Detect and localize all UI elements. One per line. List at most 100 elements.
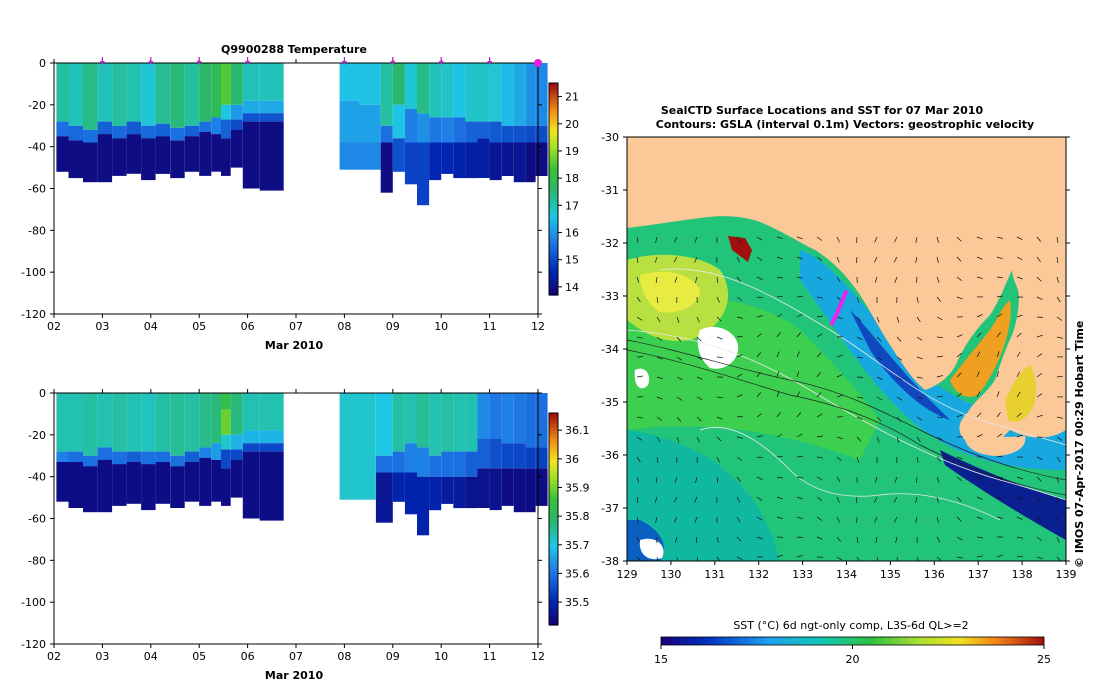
vector-arrow (936, 316, 943, 321)
sst-colorbar (660, 636, 1045, 646)
data-cell (211, 63, 221, 118)
data-cell (525, 142, 536, 183)
vector-arrow (736, 536, 742, 542)
sst-colorbar-ticks: 15 20 25 (654, 645, 1051, 666)
data-cell (441, 451, 454, 477)
colorbar-segment (549, 83, 558, 88)
colorbar-segment (549, 185, 558, 190)
vector-arrow (816, 296, 823, 299)
data-cell (170, 63, 185, 128)
data-cell (184, 136, 200, 172)
vector-arrow (776, 332, 781, 338)
data-cell (339, 142, 359, 170)
data-cell (242, 393, 260, 431)
vector-arrow (676, 416, 682, 422)
vector-arrow (1056, 496, 1059, 504)
vector-arrow (896, 416, 902, 422)
vector-arrow (976, 536, 983, 539)
vector-arrow (896, 336, 902, 342)
data-cell (141, 451, 156, 465)
map-y-tick-label: -38 (601, 555, 619, 568)
vector-arrow (636, 375, 643, 378)
colorbar-segment (549, 568, 558, 573)
data-cell (126, 134, 142, 174)
profile-marker-head (438, 61, 444, 65)
data-cell (141, 464, 156, 511)
vector-arrow (836, 536, 841, 542)
y-tick-label: -80 (28, 554, 46, 567)
vector-arrow (1036, 393, 1043, 398)
vector-arrow (655, 516, 658, 523)
colorbar-segment (549, 231, 558, 236)
vector-arrow (956, 334, 963, 338)
vector-arrow (936, 296, 942, 302)
data-cell (441, 117, 454, 143)
data-cell (68, 462, 83, 508)
data-cell (126, 451, 142, 463)
vector-arrow (776, 371, 780, 378)
x-tick-label: 05 (192, 320, 206, 333)
vector-arrow (1036, 296, 1043, 301)
vector-arrow (876, 336, 882, 342)
colorbar-segment (549, 487, 558, 492)
vector-arrow (996, 554, 1003, 558)
vector-arrow (716, 296, 720, 303)
vector-arrow (956, 236, 962, 242)
data-cell (68, 125, 83, 141)
vector-arrow (736, 236, 741, 243)
colorbar-segment (549, 128, 558, 134)
data-cell (97, 121, 113, 135)
vector-arrow (893, 256, 898, 263)
colorbar-segment (549, 557, 558, 562)
vector-arrow (996, 276, 1003, 279)
map-y-tick-label: -30 (601, 131, 619, 144)
vector-arrow (893, 236, 898, 243)
vector-arrow (1056, 296, 1061, 303)
vector-arrow (716, 336, 723, 340)
colorbar-segment (549, 125, 558, 130)
map-x-tick-label: 137 (968, 568, 989, 581)
x-tick-label: 09 (386, 650, 400, 663)
vector-arrow (656, 376, 663, 380)
vector-arrow (855, 256, 858, 264)
vector-arrow (756, 456, 763, 459)
data-cell (358, 393, 376, 500)
vector-arrow (816, 352, 822, 358)
profile-marker-head (148, 61, 154, 65)
vector-arrow (676, 316, 680, 323)
salinity-data-cells (56, 393, 548, 536)
colorbar-segment (549, 234, 558, 240)
cold-sst-core (850, 310, 950, 420)
colorbar-tick-label: 15 (565, 254, 579, 267)
salinity-x-label: Mar 2010 (265, 669, 324, 682)
vector-arrow (756, 352, 762, 358)
colorbar-segment (549, 242, 558, 247)
data-cell (453, 63, 466, 118)
colorbar-segment (549, 270, 558, 275)
bathymetry-contour (627, 339, 1066, 481)
vector-arrow (976, 332, 982, 338)
vector-arrow (916, 296, 919, 303)
vector-arrow (874, 476, 878, 483)
data-cell (56, 121, 69, 137)
colorbar-segment (549, 157, 558, 162)
data-cell (242, 113, 260, 122)
data-cell (97, 393, 113, 448)
vector-arrow (874, 496, 878, 503)
data-cell (392, 451, 405, 473)
colorbar-tick-label: 20 (565, 118, 579, 131)
colorbar-segment (549, 150, 558, 155)
vector-arrow (796, 496, 803, 500)
data-cell (184, 125, 200, 137)
map-y-tick-label: -33 (601, 290, 619, 303)
data-cell (259, 443, 284, 452)
seal-track (829, 289, 849, 326)
colorbar-segment (549, 203, 558, 208)
vector-arrow (1016, 391, 1021, 398)
data-cell (501, 125, 514, 143)
vector-arrow (816, 256, 822, 261)
vector-arrow (996, 295, 1003, 298)
colorbar-segment (549, 273, 558, 278)
sst-colorbar-tick-label: 15 (654, 653, 668, 666)
